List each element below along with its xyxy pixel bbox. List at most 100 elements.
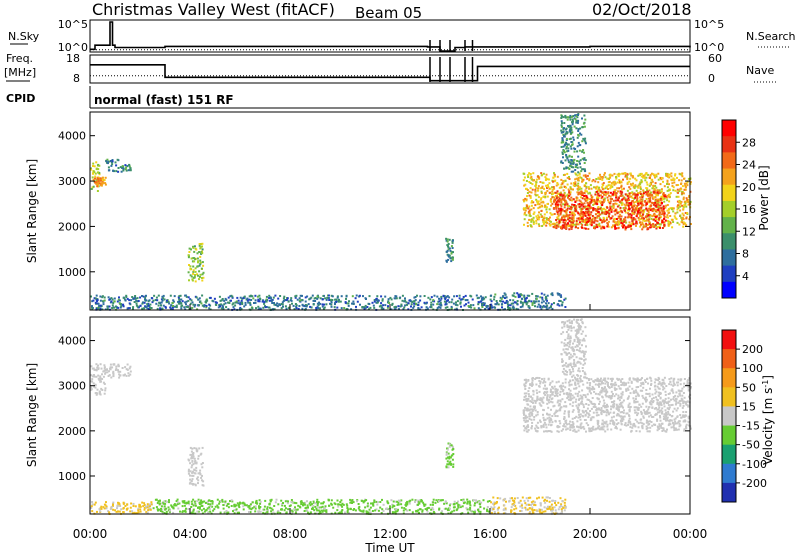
heatmap-cell bbox=[663, 212, 666, 215]
heatmap-cell bbox=[295, 304, 298, 307]
heatmap-cell bbox=[136, 305, 139, 308]
heatmap-cell bbox=[387, 301, 389, 304]
heatmap-cell bbox=[627, 197, 630, 200]
heatmap-cell bbox=[642, 174, 645, 177]
heatmap-cell bbox=[556, 182, 559, 184]
heatmap-cell bbox=[578, 385, 581, 388]
heatmap-cell bbox=[629, 223, 632, 226]
heatmap-cell bbox=[96, 388, 99, 391]
heatmap-cell bbox=[642, 194, 645, 197]
heatmap-cell bbox=[542, 387, 545, 390]
heatmap-cell bbox=[534, 400, 537, 403]
heatmap-cell bbox=[197, 472, 200, 475]
heatmap-cell bbox=[650, 191, 652, 194]
heatmap-cell bbox=[574, 384, 577, 386]
heatmap-cell bbox=[581, 197, 584, 200]
heatmap-cell bbox=[542, 195, 545, 198]
heatmap-cell bbox=[546, 203, 549, 205]
heatmap-cell bbox=[173, 295, 176, 298]
heatmap-cell bbox=[587, 213, 590, 216]
heatmap-cell bbox=[609, 191, 612, 194]
heatmap-cell bbox=[660, 403, 663, 406]
heatmap-cell bbox=[530, 300, 533, 303]
heatmap-cell bbox=[231, 296, 234, 299]
heatmap-cell bbox=[530, 418, 533, 421]
heatmap-cell bbox=[569, 162, 572, 165]
heatmap-cell bbox=[295, 307, 298, 310]
heatmap-cell bbox=[679, 394, 682, 397]
heatmap-cell bbox=[601, 186, 604, 189]
heatmap-cell bbox=[436, 307, 439, 310]
nsearch-label: N.Search bbox=[746, 30, 796, 43]
heatmap-cell bbox=[619, 195, 622, 197]
heatmap-cell bbox=[545, 211, 548, 214]
heatmap-cell bbox=[663, 413, 666, 416]
heatmap-cell bbox=[596, 379, 599, 382]
heatmap-cell bbox=[480, 295, 482, 298]
heatmap-cell bbox=[672, 207, 675, 210]
heatmap-cell bbox=[194, 460, 197, 462]
heatmap-cell bbox=[596, 198, 599, 201]
heatmap-cell bbox=[541, 378, 543, 381]
heatmap-cell bbox=[566, 194, 569, 197]
heatmap-cell bbox=[189, 462, 192, 465]
heatmap-cell bbox=[469, 304, 472, 307]
heatmap-cell bbox=[597, 208, 600, 211]
heatmap-cell bbox=[179, 301, 182, 304]
heatmap-cell bbox=[241, 297, 244, 300]
heatmap-cell bbox=[423, 301, 426, 304]
heatmap-cell bbox=[621, 411, 624, 413]
heatmap-cell bbox=[676, 200, 679, 203]
heatmap-cell bbox=[238, 307, 241, 310]
heatmap-cell bbox=[620, 203, 623, 206]
heatmap-cell bbox=[577, 171, 580, 174]
heatmap-cell bbox=[649, 204, 652, 207]
heatmap-cell bbox=[146, 305, 149, 307]
heatmap-cell bbox=[592, 207, 595, 210]
heatmap-cell bbox=[549, 212, 552, 215]
heatmap-cell bbox=[636, 210, 639, 213]
heatmap-cell bbox=[562, 428, 565, 431]
heatmap-cell bbox=[162, 304, 165, 307]
heatmap-cell bbox=[680, 220, 683, 223]
heatmap-cell bbox=[668, 221, 670, 224]
heatmap-cell bbox=[195, 461, 198, 464]
heatmap-cell bbox=[603, 190, 606, 193]
heatmap-cell bbox=[644, 381, 647, 383]
power-colorbar-label: Power [dB] bbox=[757, 165, 771, 230]
colorbar-tick-label: 8 bbox=[742, 248, 749, 261]
heatmap-cell bbox=[544, 305, 546, 308]
heatmap-cell bbox=[583, 151, 585, 154]
heatmap-cell bbox=[192, 265, 195, 268]
heatmap-cell bbox=[312, 299, 315, 302]
heatmap-cell bbox=[614, 225, 616, 228]
heatmap-cell bbox=[631, 210, 634, 213]
heatmap-cell bbox=[197, 457, 200, 460]
heatmap-cell bbox=[539, 198, 542, 201]
heatmap-cell bbox=[294, 295, 297, 298]
heatmap-cell bbox=[556, 218, 559, 221]
heatmap-cell bbox=[577, 406, 580, 409]
heatmap-cell bbox=[584, 142, 587, 145]
heatmap-cell bbox=[646, 215, 649, 218]
heatmap-cell bbox=[616, 205, 619, 208]
heatmap-cell bbox=[578, 172, 581, 175]
heatmap-cell bbox=[648, 423, 651, 425]
heatmap-cell bbox=[639, 215, 642, 217]
heatmap-cell bbox=[634, 389, 637, 392]
heatmap-cell bbox=[191, 482, 194, 485]
heatmap-cell bbox=[623, 423, 626, 426]
heatmap-cell bbox=[635, 224, 637, 227]
heatmap-cell bbox=[584, 394, 587, 397]
heatmap-cell bbox=[582, 403, 585, 406]
heatmap-cell bbox=[573, 147, 576, 150]
heatmap-cell bbox=[516, 300, 519, 302]
heatmap-cell bbox=[539, 419, 541, 422]
heatmap-cell bbox=[530, 220, 533, 223]
heatmap-cell bbox=[540, 397, 543, 400]
heatmap-cell bbox=[381, 299, 384, 302]
heatmap-cell bbox=[526, 192, 529, 194]
heatmap-cell bbox=[607, 199, 609, 202]
heatmap-cell bbox=[103, 366, 106, 369]
heatmap-cell bbox=[660, 384, 663, 387]
